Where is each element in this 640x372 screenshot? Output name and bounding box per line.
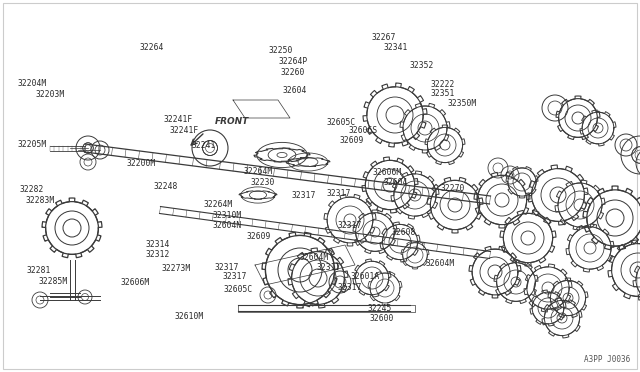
Text: 32604: 32604 [384,178,408,187]
Text: 32205M: 32205M [18,140,47,149]
Text: 32608: 32608 [392,228,416,237]
Text: 32267: 32267 [371,33,396,42]
Text: 32282: 32282 [19,185,44,194]
Text: 32314: 32314 [146,240,170,249]
Text: 32317: 32317 [291,191,316,200]
Text: 32351: 32351 [430,89,454,98]
Text: 32609: 32609 [246,232,271,241]
Text: 32350M: 32350M [448,99,477,108]
Text: 32241F: 32241F [163,115,193,124]
Text: 32260: 32260 [280,68,305,77]
Text: 32317: 32317 [338,221,362,230]
Text: 32230: 32230 [251,178,275,187]
Text: 32606M: 32606M [120,278,150,287]
Text: 32310M: 32310M [212,211,242,219]
Text: 32241: 32241 [192,141,216,150]
Text: A3PP J0036: A3PP J0036 [584,356,630,365]
Text: 32200M: 32200M [127,159,156,168]
Text: 32264M: 32264M [243,167,273,176]
Text: 32281: 32281 [27,266,51,275]
Text: 32610M: 32610M [174,312,204,321]
Text: 32241F: 32241F [170,126,199,135]
Text: 32604N: 32604N [212,221,242,230]
Text: 32317: 32317 [214,263,239,272]
Text: 32273M: 32273M [161,264,191,273]
Text: 32264P: 32264P [278,57,308,66]
Text: 32270: 32270 [440,185,465,193]
Text: 32341: 32341 [384,43,408,52]
Text: 32605C: 32605C [224,285,253,294]
Text: 32245: 32245 [368,304,392,312]
Text: 32222: 32222 [430,80,454,89]
Text: 32203M: 32203M [35,90,65,99]
Text: 32264: 32264 [140,43,164,52]
Text: 32606M: 32606M [372,169,402,177]
Text: 32250: 32250 [269,46,293,55]
Text: 32601A: 32601A [351,272,380,280]
Text: 32317: 32317 [317,263,341,272]
Text: 32605C: 32605C [326,118,356,126]
Text: 32285M: 32285M [38,278,68,286]
Text: 32248: 32248 [154,182,178,190]
Text: 32604: 32604 [283,86,307,94]
Text: 32312: 32312 [146,250,170,259]
Text: 32204M: 32204M [18,79,47,88]
Text: 32317: 32317 [223,272,247,280]
Text: FRONT: FRONT [215,117,249,126]
Text: 32317: 32317 [326,189,351,198]
Text: 32604M: 32604M [426,259,455,268]
Text: 32352: 32352 [410,61,434,70]
Text: 32264M: 32264M [204,200,233,209]
Text: 32609: 32609 [339,136,364,145]
Text: 32600: 32600 [370,314,394,323]
Text: 32606S: 32606S [349,126,378,135]
Text: 32604M: 32604M [300,253,329,262]
Text: 32317: 32317 [338,283,362,292]
Text: 32283M: 32283M [26,196,55,205]
